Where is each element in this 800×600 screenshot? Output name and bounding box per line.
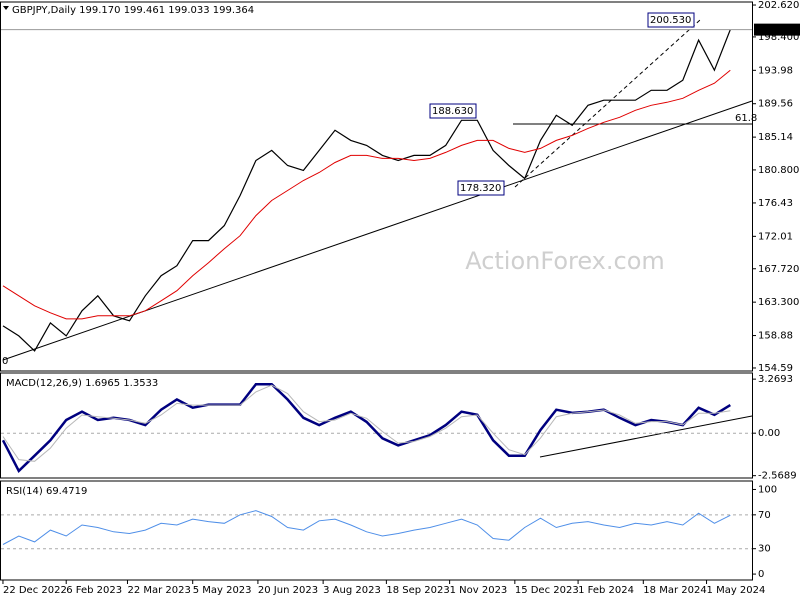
x-tick-label: 18 Mar 2024 <box>643 585 706 596</box>
y-tick-label: 158.88 <box>758 331 793 342</box>
y-tick-label: 0 <box>758 569 764 580</box>
series-line <box>2 384 731 462</box>
y-tick-label: 198.400 <box>758 32 799 43</box>
y-tick-label: 70 <box>758 510 771 521</box>
y-tick-label: 3.2693 <box>758 374 793 385</box>
x-tick-label: 22 Mar 2023 <box>127 585 190 596</box>
watermark: ActionForex.com <box>465 247 665 275</box>
annotation-box <box>647 12 695 28</box>
x-tick-label: 15 Dec 2023 <box>515 585 579 596</box>
x-tick-label: 1 May 2024 <box>707 585 766 596</box>
annotation-box <box>457 180 505 196</box>
series-line <box>2 29 731 352</box>
annotation: 199.364 <box>756 25 797 36</box>
annotation: 178.320 <box>460 183 501 194</box>
annotation: 0 <box>2 356 8 367</box>
y-tick-label: 0.00 <box>758 428 780 439</box>
x-tick-label: 1 Nov 2023 <box>450 585 508 596</box>
y-tick-label: 154.59 <box>758 363 793 374</box>
x-tick-label: 3 Aug 2023 <box>323 585 381 596</box>
y-tick-label: 202.620 <box>758 0 799 11</box>
y-tick-label: 172.01 <box>758 231 793 242</box>
y-tick-label: 176.43 <box>758 198 793 209</box>
x-tick-label: 5 May 2023 <box>193 585 252 596</box>
trend-line <box>2 100 753 361</box>
drawings <box>2 19 753 458</box>
panel-title: GBPJPY,Daily 199.170 199.461 199.033 199… <box>12 5 254 16</box>
menu-arrow <box>3 6 9 10</box>
x-tick-label: 6 Feb 2023 <box>66 585 122 596</box>
panel-frame <box>0 480 753 581</box>
annotation: 61.8 <box>735 113 757 124</box>
y-tick-label: 167.720 <box>758 264 799 275</box>
y-tick-label: -2.5689 <box>758 471 797 482</box>
y-tick-label: 180.800 <box>758 165 799 176</box>
panel-title: MACD(12,26,9) 1.6965 1.3533 <box>6 378 158 389</box>
panel-frame <box>0 372 753 479</box>
x-tick-label: 1 Feb 2024 <box>578 585 634 596</box>
series-line <box>2 69 731 320</box>
panel-title: RSI(14) 69.4719 <box>6 486 87 497</box>
y-tick-label: 30 <box>758 544 771 555</box>
price-tag <box>754 23 800 36</box>
x-tick-label: 22 Dec 2022 <box>3 585 67 596</box>
annotation: 200.530 <box>650 15 691 26</box>
panel-frame <box>0 1 753 372</box>
y-tick-label: 163.300 <box>758 297 799 308</box>
series-line <box>2 510 731 545</box>
y-tick-label: 189.56 <box>758 99 793 110</box>
macd-trend-line <box>539 415 753 458</box>
y-tick-label: 193.98 <box>758 65 793 76</box>
annotation: 188.630 <box>432 106 473 117</box>
y-tick-label: 100 <box>758 484 777 495</box>
x-tick-label: 18 Sep 2023 <box>386 585 449 596</box>
x-tick-label: 20 Jun 2023 <box>258 585 318 596</box>
annotation-box <box>429 103 477 119</box>
y-tick-label: 185.14 <box>758 132 793 143</box>
